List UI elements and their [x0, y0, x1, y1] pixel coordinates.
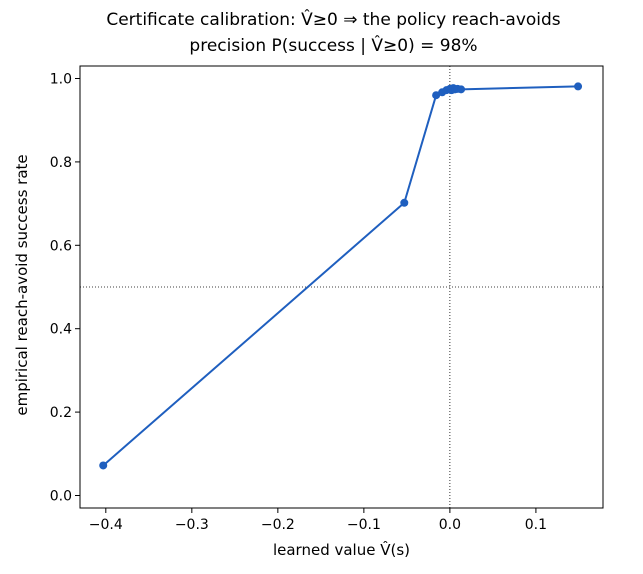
- plot-frame: [79, 65, 604, 509]
- y-tick-label: 0.4: [50, 322, 72, 338]
- y-axis-label: empirical reach-avoid success rate: [13, 154, 31, 416]
- y-axis-ticks: 0.0 0.2 0.4 0.6 0.8 1.0: [50, 72, 80, 504]
- reference-lines: [80, 66, 603, 508]
- y-tick-label: 0.8: [50, 155, 72, 171]
- x-tick-label: 0.0: [439, 517, 461, 533]
- chart-subtitle: precision P(success | V̂≥0) = 98%: [189, 36, 478, 56]
- x-tick-label: 0.1: [525, 517, 547, 533]
- x-axis-ticks: −0.4 −0.3 −0.2 −0.1 0.0 0.1: [89, 508, 547, 533]
- data-points: [99, 82, 583, 470]
- data-point: [400, 198, 409, 207]
- series-line: [102, 85, 579, 467]
- x-tick-label: −0.2: [261, 517, 295, 533]
- data-point: [432, 91, 441, 100]
- x-tick-label: −0.1: [347, 517, 381, 533]
- chart-title: Certificate calibration: V̂≥0 ⇒ the poli…: [106, 10, 561, 30]
- series-line-layer: [102, 85, 579, 467]
- y-tick-label: 0.6: [50, 238, 72, 254]
- data-point: [99, 461, 108, 470]
- data-point: [574, 82, 583, 91]
- data-point: [457, 85, 466, 94]
- y-tick-label: 1.0: [50, 72, 72, 88]
- x-tick-label: −0.3: [175, 517, 209, 533]
- x-tick-label: −0.4: [89, 517, 123, 533]
- y-tick-label: 0.0: [50, 488, 72, 504]
- x-axis-label: learned value V̂(s): [272, 541, 411, 559]
- y-tick-label: 0.2: [50, 405, 72, 421]
